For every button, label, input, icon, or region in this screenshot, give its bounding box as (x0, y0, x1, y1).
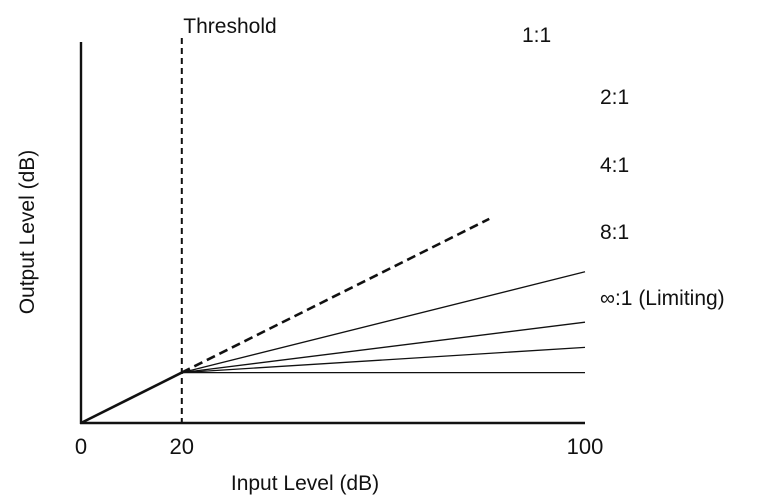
series-line-0 (181, 217, 490, 374)
series-line-3 (181, 346, 586, 374)
y-axis-title: Output Level (dB) (16, 150, 39, 315)
x-tick-label-100: 100 (567, 434, 604, 459)
axes (79, 42, 585, 425)
series-label-0: 1:1 (522, 24, 551, 47)
ratio-series (181, 217, 586, 374)
series-label-4: ∞:1 (Limiting) (600, 287, 725, 310)
x-axis-title: Input Level (dB) (231, 472, 379, 495)
series-label-1: 2:1 (600, 86, 629, 109)
series-label-3: 8:1 (600, 221, 629, 244)
x-tick-labels: 0 20 100 (75, 434, 603, 459)
ratio-labels: 1:1 2:1 4:1 8:1 ∞:1 (Limiting) (522, 24, 725, 310)
threshold-label: Threshold (183, 15, 276, 38)
series-line-2 (181, 321, 586, 374)
below-threshold-line (80, 371, 183, 425)
series-line-1 (181, 271, 586, 374)
x-tick-label-20: 20 (170, 434, 194, 459)
series-label-2: 4:1 (600, 154, 629, 177)
x-tick-label-0: 0 (75, 434, 87, 459)
